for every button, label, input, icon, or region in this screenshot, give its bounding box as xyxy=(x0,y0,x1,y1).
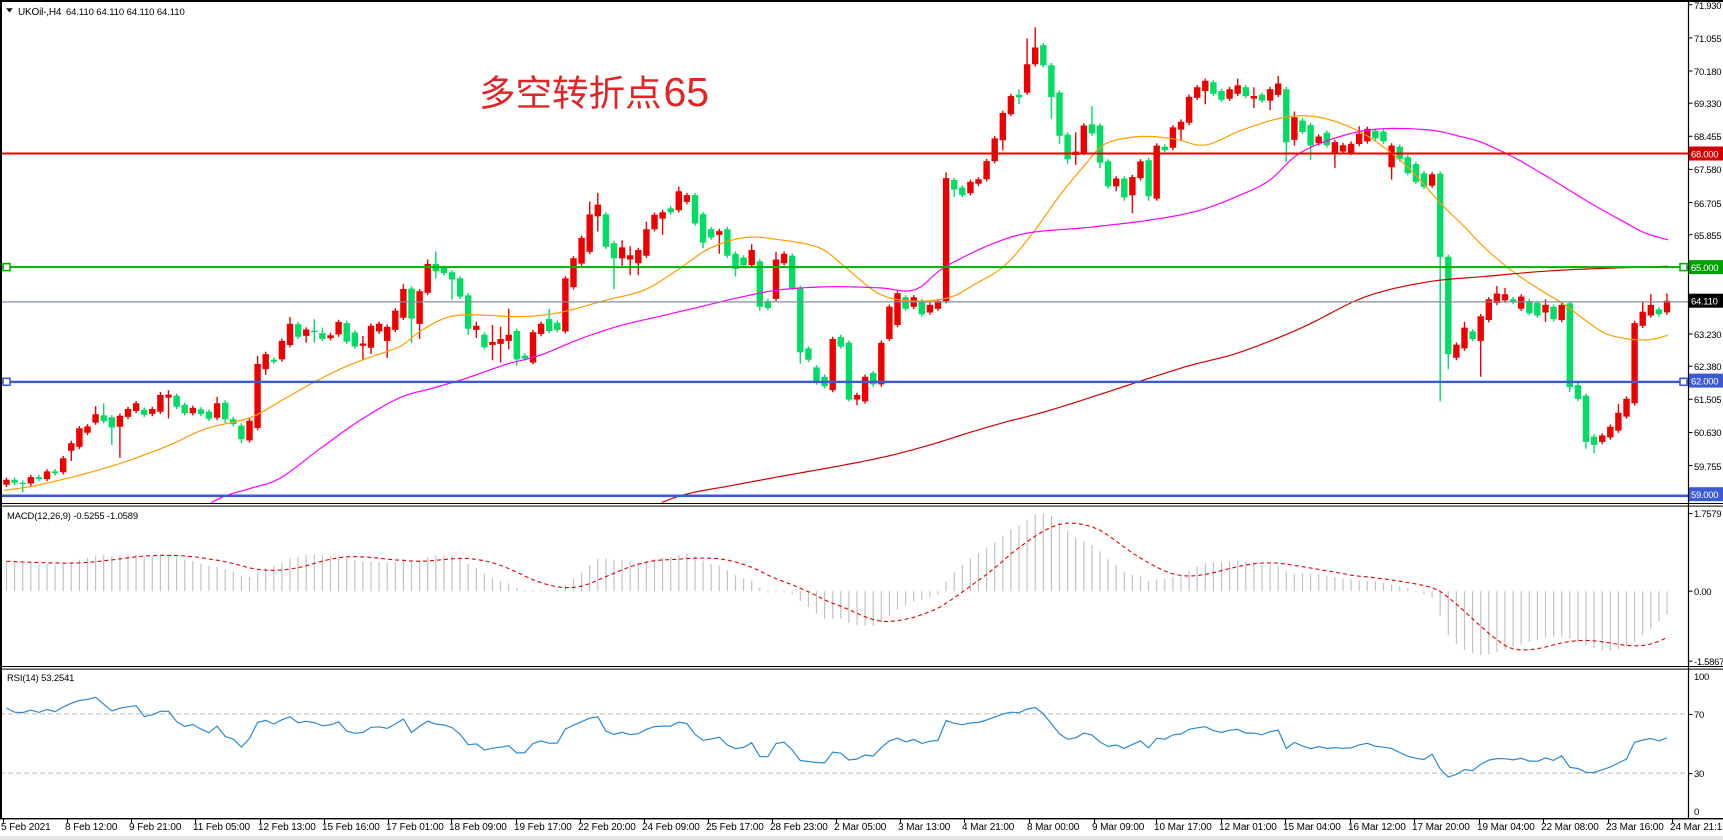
svg-text:68.000: 68.000 xyxy=(1691,150,1718,161)
svg-text:59.000: 59.000 xyxy=(1691,490,1718,501)
svg-text:1.7579: 1.7579 xyxy=(1694,509,1721,520)
svg-text:-1.5867: -1.5867 xyxy=(1694,657,1723,668)
svg-text:0: 0 xyxy=(1694,807,1699,818)
svg-text:70: 70 xyxy=(1694,710,1704,721)
svg-text:MACD(12,26,9) -0.5255 -1.0589: MACD(12,26,9) -0.5255 -1.0589 xyxy=(7,510,138,521)
svg-text:65.000: 65.000 xyxy=(1691,263,1718,274)
svg-text:9 Mar 09:00: 9 Mar 09:00 xyxy=(1092,822,1145,833)
svg-text:16 Mar 12:00: 16 Mar 12:00 xyxy=(1348,822,1406,833)
svg-text:64.110: 64.110 xyxy=(1691,297,1718,308)
svg-text:19 Feb 17:00: 19 Feb 17:00 xyxy=(514,822,572,833)
svg-text:71.055: 71.055 xyxy=(1694,34,1721,45)
svg-text:24 Feb 09:00: 24 Feb 09:00 xyxy=(642,822,700,833)
svg-text:64.110 64.110 64.110 64.110: 64.110 64.110 64.110 64.110 xyxy=(66,7,185,18)
svg-text:15 Mar 04:00: 15 Mar 04:00 xyxy=(1283,822,1341,833)
svg-text:9 Feb 21:00: 9 Feb 21:00 xyxy=(129,822,182,833)
svg-text:100: 100 xyxy=(1694,672,1709,683)
svg-text:63.230: 63.230 xyxy=(1694,330,1721,341)
svg-text:11 Feb 05:00: 11 Feb 05:00 xyxy=(193,822,251,833)
svg-text:12 Mar 01:00: 12 Mar 01:00 xyxy=(1219,822,1277,833)
svg-text:19 Mar 04:00: 19 Mar 04:00 xyxy=(1477,822,1535,833)
svg-text:62.000: 62.000 xyxy=(1691,377,1718,388)
svg-text:25 Feb 17:00: 25 Feb 17:00 xyxy=(706,822,764,833)
svg-text:23 Mar 16:00: 23 Mar 16:00 xyxy=(1606,822,1664,833)
svg-text:28 Feb 23:00: 28 Feb 23:00 xyxy=(770,822,828,833)
svg-text:65.855: 65.855 xyxy=(1694,231,1721,242)
svg-text:22 Mar 08:00: 22 Mar 08:00 xyxy=(1541,822,1599,833)
svg-text:8 Mar 00:00: 8 Mar 00:00 xyxy=(1027,822,1080,833)
svg-text:UKOil-,H4: UKOil-,H4 xyxy=(18,7,62,18)
svg-text:67.580: 67.580 xyxy=(1694,165,1721,176)
svg-text:70.180: 70.180 xyxy=(1694,67,1721,78)
svg-text:4 Mar 21:00: 4 Mar 21:00 xyxy=(962,822,1015,833)
svg-text:RSI(14) 53.2541: RSI(14) 53.2541 xyxy=(7,672,74,683)
svg-text:61.505: 61.505 xyxy=(1694,395,1721,406)
svg-text:62.380: 62.380 xyxy=(1694,362,1721,373)
svg-text:24 Mar 21:15: 24 Mar 21:15 xyxy=(1670,822,1723,833)
svg-text:66.705: 66.705 xyxy=(1694,199,1721,210)
svg-text:68.455: 68.455 xyxy=(1694,132,1721,143)
svg-text:69.330: 69.330 xyxy=(1694,99,1721,110)
svg-text:2 Mar 05:00: 2 Mar 05:00 xyxy=(834,822,887,833)
svg-text:10 Mar 17:00: 10 Mar 17:00 xyxy=(1154,822,1212,833)
svg-text:71.930: 71.930 xyxy=(1694,1,1721,12)
svg-text:0.00: 0.00 xyxy=(1694,587,1711,598)
svg-text:3 Mar 13:00: 3 Mar 13:00 xyxy=(898,822,951,833)
svg-text:12 Feb 13:00: 12 Feb 13:00 xyxy=(258,822,316,833)
svg-text:15 Feb 16:00: 15 Feb 16:00 xyxy=(322,822,380,833)
svg-text:17 Feb 01:00: 17 Feb 01:00 xyxy=(386,822,444,833)
svg-text:65: 65 xyxy=(664,69,710,115)
svg-text:60.630: 60.630 xyxy=(1694,428,1721,439)
svg-text:30: 30 xyxy=(1694,769,1704,780)
svg-text:18 Feb 09:00: 18 Feb 09:00 xyxy=(449,822,507,833)
svg-text:59.755: 59.755 xyxy=(1694,462,1721,473)
svg-text:5 Feb 2021: 5 Feb 2021 xyxy=(1,822,51,833)
svg-text:17 Mar 20:00: 17 Mar 20:00 xyxy=(1412,822,1470,833)
svg-text:22 Feb 20:00: 22 Feb 20:00 xyxy=(578,822,636,833)
svg-text:8 Feb 12:00: 8 Feb 12:00 xyxy=(65,822,118,833)
